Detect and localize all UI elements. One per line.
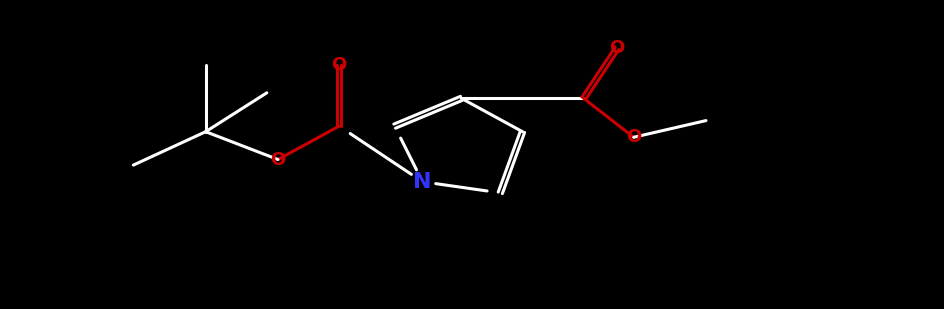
Text: N: N xyxy=(413,172,431,192)
Text: O: O xyxy=(626,128,641,146)
Text: O: O xyxy=(331,56,346,74)
Text: O: O xyxy=(270,150,285,168)
Text: O: O xyxy=(609,39,624,57)
